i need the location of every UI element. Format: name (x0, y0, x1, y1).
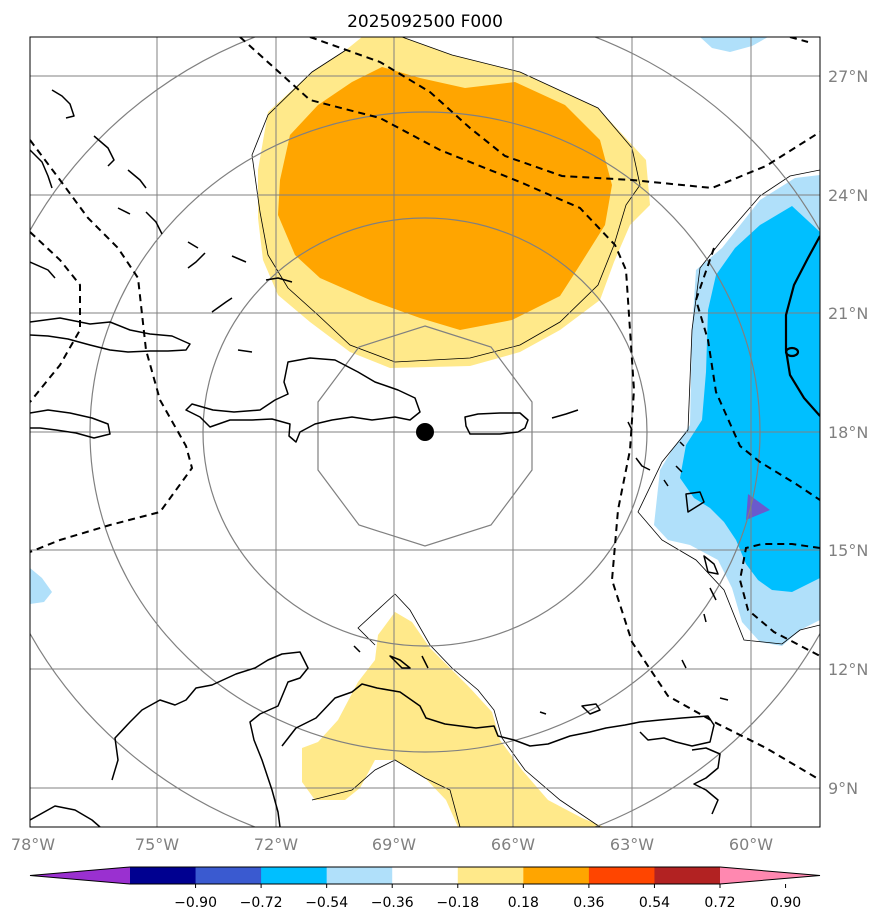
positive-anomaly-orange (278, 67, 612, 330)
jamaica (30, 409, 111, 439)
negative-anomaly-light-blue-west (30, 568, 52, 604)
bahamas-4 (127, 169, 147, 189)
bahamas-8 (231, 255, 247, 263)
map-area (30, 37, 820, 827)
colorbar-tick-label: 0.72 (704, 895, 735, 911)
graticule (30, 37, 820, 827)
colorbar-tick-label: −0.36 (371, 895, 414, 911)
colorbar-tick-label: −0.18 (436, 895, 479, 911)
colorbar-tick-label: 0.90 (770, 895, 801, 911)
colorbar-segment (654, 867, 721, 884)
colorbar-tick-label: 0.18 (508, 895, 539, 911)
curacao-aruba (353, 645, 429, 669)
colorbar-segment (523, 867, 590, 884)
puerto-rico (464, 412, 529, 435)
cuba-east (30, 317, 191, 353)
y-tick-label: 9°N (828, 779, 858, 798)
y-tick-label: 15°N (828, 541, 868, 560)
turks-caicos (265, 277, 293, 283)
x-tick-label: 66°W (491, 835, 535, 854)
dashed-contours (30, 37, 820, 781)
colorbar-segment (261, 867, 328, 884)
venezuela-coast (30, 651, 715, 827)
trinidad (691, 747, 721, 815)
bahamas-2 (93, 135, 115, 167)
solid-contours (784, 235, 820, 417)
x-tick-label: 75°W (135, 835, 179, 854)
map-frame (29, 36, 821, 828)
colorbar-tick-label: −0.72 (240, 895, 283, 911)
distance-rings (30, 37, 820, 827)
bahamas-9 (30, 261, 56, 279)
colorbar-segment (130, 867, 197, 884)
colorbar-tick-label: 0.36 (573, 895, 604, 911)
lesser-antilles (551, 409, 719, 669)
hispaniola (185, 357, 421, 443)
small-islands-south (539, 697, 729, 715)
colorbar-segment (392, 867, 459, 884)
coastlines (30, 89, 729, 827)
colorbar-tick-label: −0.54 (305, 895, 348, 911)
x-tick-label: 60°W (729, 835, 773, 854)
colorbar-extend-min (30, 867, 130, 884)
negative-anomaly-blue-east (680, 206, 820, 592)
storm-center-marker (416, 423, 434, 441)
colorbar-extend-max (720, 867, 820, 884)
bahamas-3 (30, 149, 53, 189)
colorbar-segment (195, 867, 262, 884)
x-tick-label: 72°W (254, 835, 298, 854)
y-tick-label: 18°N (828, 423, 868, 442)
inagua (237, 349, 253, 353)
colorbar-outline (29, 866, 821, 885)
colorbar-tick-label: 0.54 (639, 895, 670, 911)
y-tick-label: 24°N (828, 186, 868, 205)
colorbar-segment (588, 867, 655, 884)
colorbar-segment (326, 867, 393, 884)
y-tick-label: 21°N (828, 304, 868, 323)
x-tick-label: 63°W (610, 835, 654, 854)
y-axis-ticks: 27°N 24°N 21°N 18°N 15°N 12°N 9°N (828, 67, 868, 798)
bahamas-5 (117, 207, 131, 215)
x-tick-label: 69°W (372, 835, 416, 854)
bahamas-7 (187, 241, 206, 269)
y-tick-label: 27°N (828, 67, 868, 86)
colorbar-tick-label: −0.90 (174, 895, 217, 911)
y-tick-label: 12°N (828, 660, 868, 679)
colorbar-segment (457, 867, 524, 884)
bahamas-1 (51, 89, 75, 119)
bahamas-10 (211, 297, 233, 313)
x-tick-label: 78°W (11, 835, 55, 854)
map-title: 2025092500 F000 (347, 12, 503, 32)
zero-contours (251, 37, 820, 827)
bahamas-6 (145, 211, 163, 235)
positive-anomaly-yellow-south (302, 612, 604, 827)
colorbar: −0.90 −0.72 −0.54 −0.36 −0.18 0.18 0.36 0.54 0.7… (29, 866, 821, 911)
x-axis-ticks: 78°W 75°W 72°W 69°W 66°W 63°W 60°W (11, 835, 773, 854)
